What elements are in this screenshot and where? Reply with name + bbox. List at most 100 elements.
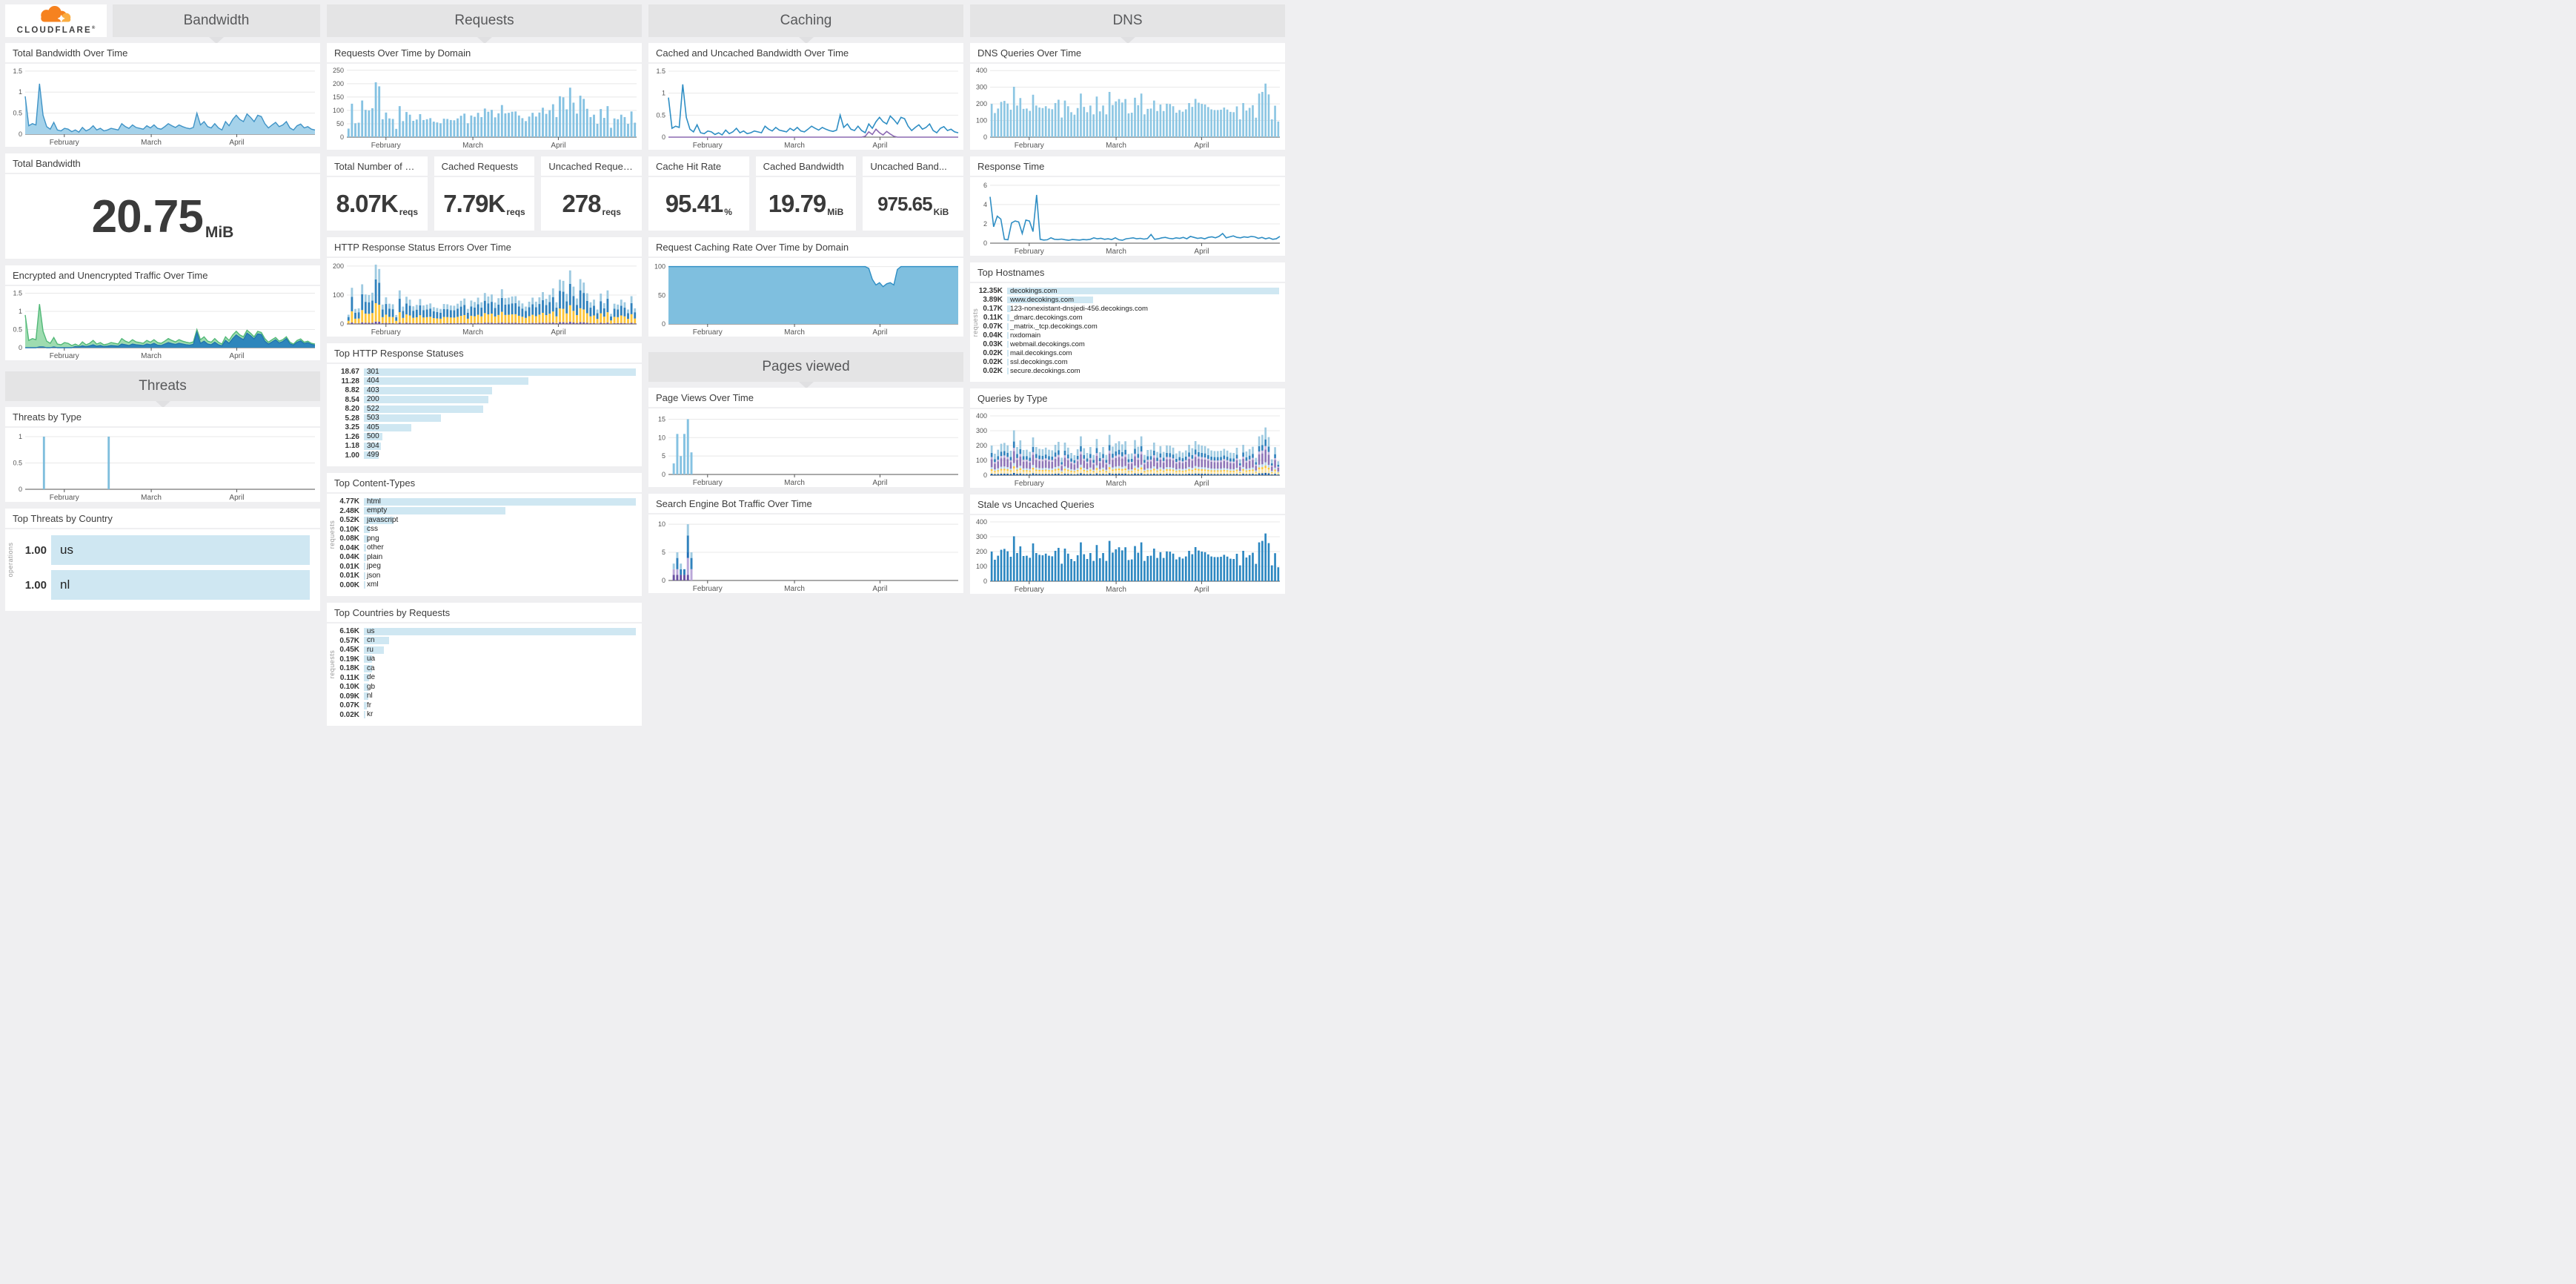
list-item: 0.01K jpeg [330,563,636,571]
list-label: 304 [367,442,379,450]
list-item: 3.89K www.decokings.com [973,296,1279,304]
list-value: 0.52K [339,516,359,524]
list-bar-track: _matrix._tcp.decokings.com [1007,323,1279,331]
threats-by-type-chart[interactable]: 0 0.5 1 February March April [5,428,320,502]
panel-title: HTTP Response Status Errors Over Time [327,237,642,258]
svg-text:March: March [1106,142,1126,150]
list-bar [51,535,310,565]
panel-title: Cached Requests [434,156,535,177]
total-requests-value: 8.07K reqs [327,177,428,231]
stat-number: 278 [562,190,601,217]
svg-text:March: March [1106,586,1126,594]
list-value: 0.02K [983,367,1003,375]
stat-unit: MiB [205,224,234,241]
list-bar [364,553,367,561]
response-time-chart[interactable]: 0 2 4 6 February March April [970,177,1285,256]
list-bar-track: javascript [364,516,636,524]
list-bar [364,451,379,459]
list-value: 1.26 [345,432,359,441]
list-value: 0.08K [339,535,359,543]
list-item: 0.02K mail.decokings.com [973,349,1279,357]
cache-hit-rate-value: 95.41 % [648,177,749,231]
uncached-requests-value: 278 reqs [541,177,642,231]
list-bar-track: mail.decokings.com [1007,350,1279,357]
search-bots-chart[interactable]: 0 5 10 February March April [648,514,963,593]
dns-queries-chart[interactable]: 0 100 200 300 400 February March April [970,64,1285,150]
list-label: gb [367,683,376,691]
svg-text:March: March [784,585,805,593]
svg-text:50: 50 [658,291,665,299]
top-threats-list: 1.00 us 1.00 nl [5,529,320,611]
y-axis-label: requests [972,308,979,337]
svg-text:April: April [872,479,887,487]
panel-top-countries: Top Countries by Requests 6.16K us 0.57K… [327,603,642,726]
list-value: 0.10K [339,683,359,691]
caching-bandwidth-chart[interactable]: 0 0.5 1 1.5 February March April [648,64,963,150]
list-bar-track: 404 [364,377,636,385]
list-item: 0.18K ca [330,664,636,672]
cloudflare-logo[interactable]: CLOUDFLARE® [5,4,107,37]
list-bar-track: 522 [364,405,636,413]
svg-text:10: 10 [658,520,665,528]
panel-cache-hit-rate: Cache Hit Rate 95.41 % [648,156,749,231]
list-bar [1007,350,1009,357]
queries-by-type-chart[interactable]: 0 100 200 300 400 February March April [970,409,1285,488]
svg-text:April: April [1194,586,1209,594]
list-bar-track: json [364,572,636,580]
svg-text:0: 0 [19,130,22,138]
stale-uncached-chart[interactable]: 0 100 200 300 400 February March April [970,515,1285,594]
panel-title: Queries by Type [970,388,1285,409]
panel-content-types: Top Content-Types 4.77K html 2.48K empty [327,473,642,596]
list-item: 0.57K cn [330,637,636,645]
list-label: ru [367,646,374,654]
list-item: 18.67 301 [330,368,636,376]
cached-bandwidth-value: 19.79 MiB [756,177,857,231]
panel-search-bots: Search Engine Bot Traffic Over Time 0 5 10… [648,494,963,593]
svg-text:February: February [1015,248,1044,256]
http-errors-chart[interactable]: 0 100 200 February March April [327,258,642,337]
svg-text:February: February [50,494,79,502]
page-views-chart[interactable]: 0 5 10 15 February March April [648,408,963,487]
y-axis-label: requests [328,649,336,679]
encrypted-traffic-chart[interactable]: 0 0.5 1 1.5 February March April [5,286,320,360]
svg-text:February: February [693,142,723,150]
svg-text:100: 100 [976,563,987,570]
list-item: 6.16K us [330,627,636,635]
stat-unit: reqs [506,207,525,217]
list-item: 0.00K xml [330,581,636,589]
list-bar-track: gb [364,683,636,691]
list-bar-track: nxdomain [1007,332,1279,340]
list-label: javascript [367,516,399,524]
svg-text:100: 100 [654,263,665,271]
list-item: 11.28 404 [330,377,636,385]
list-value: 8.82 [345,386,359,394]
svg-text:5: 5 [662,549,665,556]
total-bandwidth-over-time-chart[interactable]: 0 0.5 1 1.5 February March April [5,64,320,147]
list-label: 500 [367,433,379,440]
panel-title: Uncached Band... [863,156,964,177]
list-value: 0.00K [339,580,359,589]
requests-over-time-chart[interactable]: 0 50 100 150 200 250 February March April [327,64,642,150]
svg-text:April: April [1194,480,1209,488]
svg-text:0: 0 [340,320,344,328]
panel-title: Top Content-Types [327,473,642,494]
list-bar-track: us [51,535,310,565]
section-header-pages-viewed: Pages viewed [648,352,963,382]
caching-rate-chart[interactable]: 0 50 100 February March April [648,258,963,337]
panel-title: Response Time [970,156,1285,177]
list-label: 123-nonexistant-dnsjedi-456.decokings.co… [1010,305,1148,313]
list-value: 11.28 [341,377,359,385]
svg-text:February: February [693,479,723,487]
list-bar-track: 123-nonexistant-dnsjedi-456.decokings.co… [1007,305,1279,313]
list-value: 4.77K [339,497,359,506]
svg-text:200: 200 [333,80,344,87]
panel-title: Total Number of Re... [327,156,428,177]
list-label: 403 [367,386,379,394]
list-value: 6.16K [339,627,359,635]
list-value: 0.18K [339,664,359,672]
svg-text:0.5: 0.5 [13,325,22,333]
svg-text:2: 2 [983,220,987,228]
list-bar [364,572,365,580]
panel-title: Stale vs Uncached Queries [970,494,1285,515]
list-bar-track: ca [364,664,636,672]
